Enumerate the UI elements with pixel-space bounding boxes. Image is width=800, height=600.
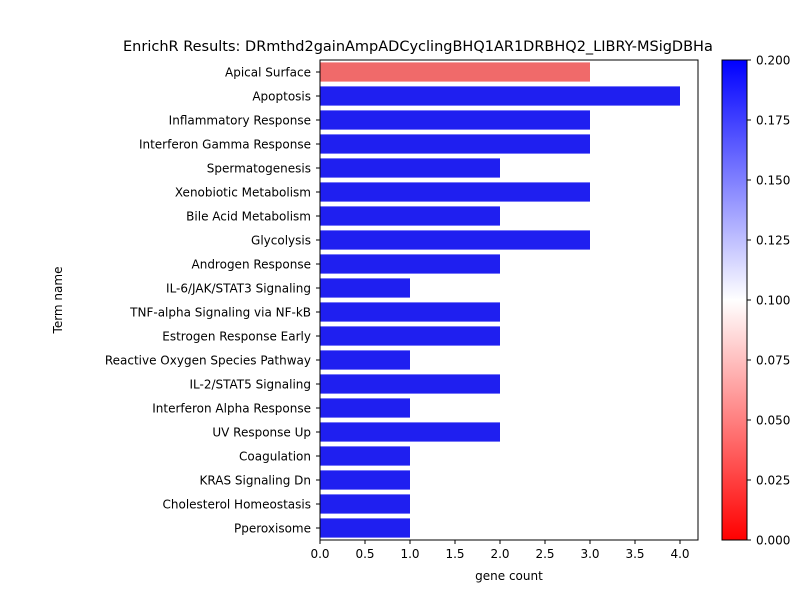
bar <box>320 350 410 370</box>
bar <box>320 62 590 82</box>
y-tick-label: KRAS Signaling Dn <box>200 474 311 488</box>
x-tick-label: 2.5 <box>535 547 554 561</box>
y-tick-labels: Apical Surface Apoptosis Inflammatory Resp… <box>105 66 320 536</box>
y-tick-label: Pperoxisome <box>234 522 311 536</box>
x-tick-label: 0.0 <box>310 547 329 561</box>
bar <box>320 134 590 154</box>
y-tick-label: Spermatogenesis <box>207 162 311 176</box>
y-axis-label: Term name <box>51 267 65 335</box>
bar <box>320 86 680 106</box>
y-tick-label: IL-6/JAK/STAT3 Signaling <box>166 282 311 296</box>
bar <box>320 230 590 250</box>
colorbar-tick-label: 0.000 <box>756 534 790 548</box>
colorbar-ticks: 0.000 0.025 0.050 0.075 0.100 0.125 0.150 0.175… <box>747 54 790 548</box>
y-tick-label: Xenobiotic Metabolism <box>175 186 311 200</box>
x-ticks: 0.0 0.5 1.0 1.5 2.0 2.5 3.0 3.5 4.0 <box>310 540 690 561</box>
colorbar-tick-label: 0.200 <box>756 54 790 68</box>
bar <box>320 374 500 394</box>
x-tick-label: 2.0 <box>490 547 509 561</box>
y-tick-label: Coagulation <box>239 450 311 464</box>
bars-group <box>320 62 680 538</box>
y-tick-label: Glycolysis <box>251 234 311 248</box>
x-tick-label: 1.0 <box>400 547 419 561</box>
y-tick-label: TNF-alpha Signaling via NF-kB <box>129 306 311 320</box>
bar <box>320 398 410 418</box>
bar <box>320 302 500 322</box>
y-tick-label: Interferon Alpha Response <box>152 402 311 416</box>
bar <box>320 182 590 202</box>
y-tick-label: Estrogen Response Early <box>162 330 311 344</box>
bar <box>320 206 500 226</box>
bar <box>320 446 410 466</box>
colorbar-tick-label: 0.025 <box>756 474 790 488</box>
y-tick-label: Inflammatory Response <box>169 114 311 128</box>
x-tick-label: 4.0 <box>670 547 689 561</box>
bar <box>320 158 500 178</box>
bar <box>320 110 590 130</box>
y-tick-label: IL-2/STAT5 Signaling <box>189 378 311 392</box>
y-tick-label: Cholesterol Homeostasis <box>163 498 311 512</box>
y-tick-label: Apoptosis <box>252 90 311 104</box>
bar <box>320 422 500 442</box>
colorbar-tick-label: 0.150 <box>756 174 790 188</box>
y-tick-label: UV Response Up <box>212 426 311 440</box>
x-tick-label: 3.0 <box>580 547 599 561</box>
colorbar-tick-label: 0.100 <box>756 294 790 308</box>
x-tick-label: 1.5 <box>445 547 464 561</box>
colorbar-tick-label: 0.050 <box>756 414 790 428</box>
colorbar-tick-label: 0.075 <box>756 354 790 368</box>
chart-title: EnrichR Results: DRmthd2gainAmpADCycling… <box>123 39 713 55</box>
y-tick-label: Apical Surface <box>225 66 311 80</box>
x-axis-label: gene count <box>475 569 543 583</box>
bar <box>320 326 500 346</box>
plot-frame <box>319 59 699 541</box>
y-tick-label: Bile Acid Metabolism <box>186 210 311 224</box>
bar <box>320 254 500 274</box>
bar <box>320 278 410 298</box>
y-tick-label: Interferon Gamma Response <box>139 138 311 152</box>
bar <box>320 494 410 514</box>
colorbar-tick-label: 0.125 <box>756 234 790 248</box>
bar <box>320 518 410 538</box>
colorbar-tick-label: 0.175 <box>756 114 790 128</box>
y-tick-label: Reactive Oxygen Species Pathway <box>105 354 311 368</box>
colorbar <box>721 59 748 541</box>
y-tick-label: Androgen Response <box>192 258 312 272</box>
x-tick-label: 0.5 <box>355 547 374 561</box>
x-tick-label: 3.5 <box>625 547 644 561</box>
bar <box>320 470 410 490</box>
